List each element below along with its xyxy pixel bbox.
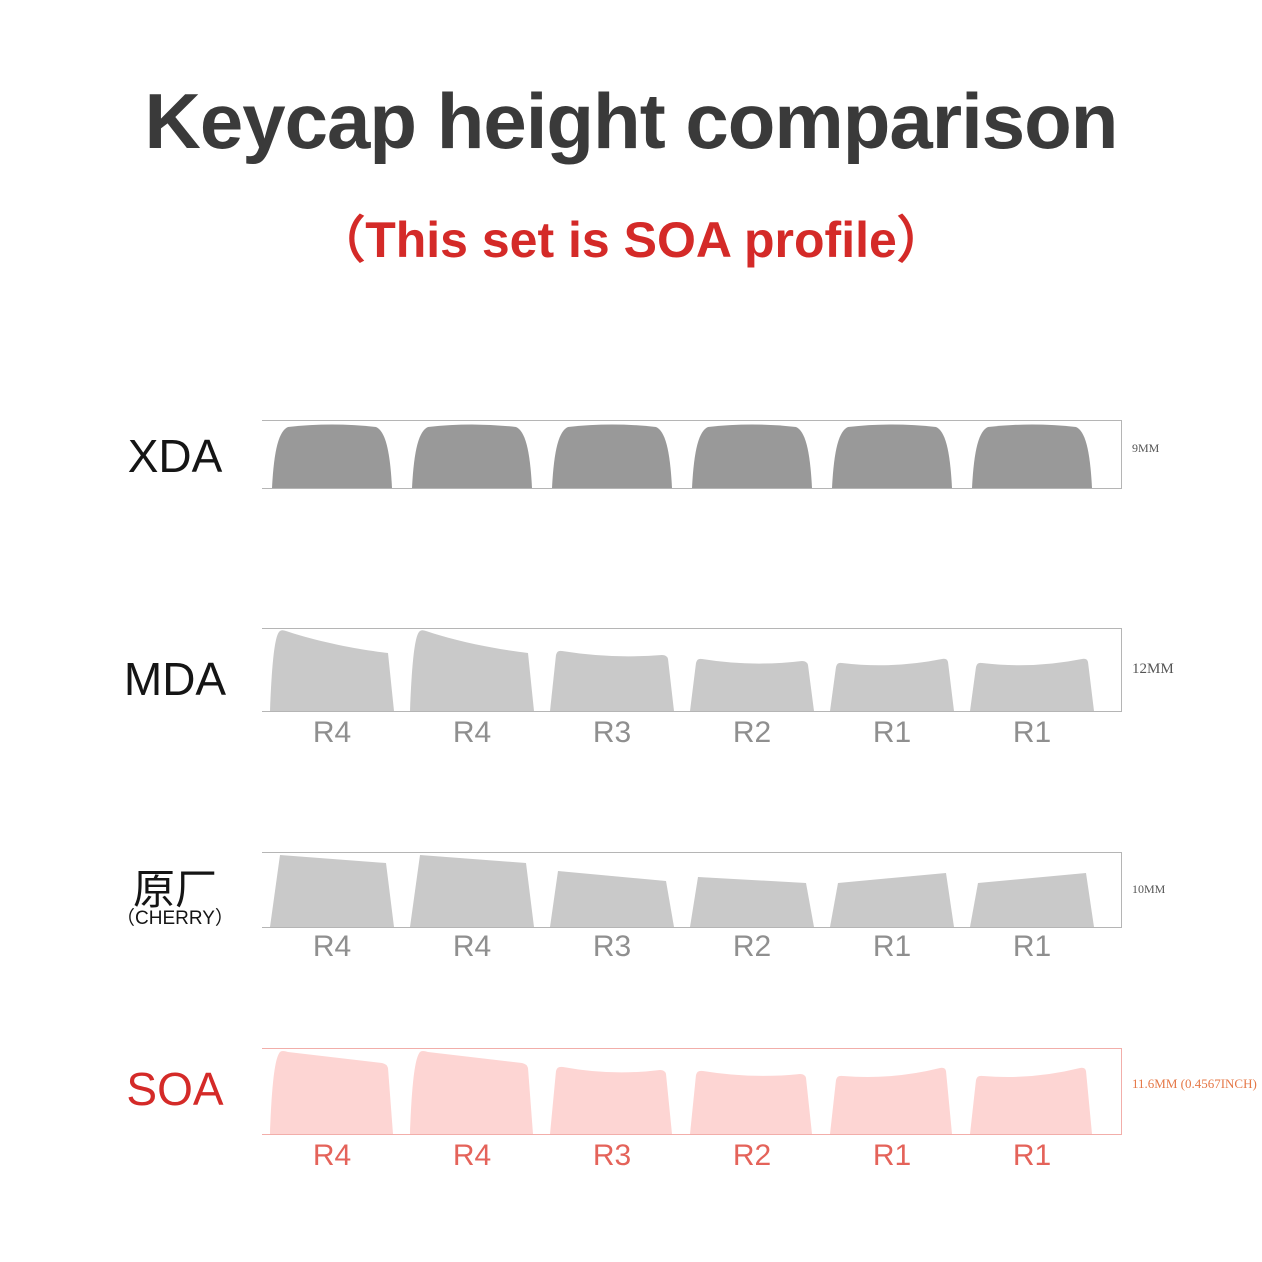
keycap: [270, 630, 394, 711]
keycap: [550, 650, 674, 711]
page-title: Keycap height comparison: [144, 77, 1119, 165]
profile-sublabel-cherry: （CHERRY）: [116, 908, 234, 929]
keycap: [690, 658, 814, 711]
row-label: R2: [732, 1139, 772, 1172]
keycap: [972, 424, 1092, 488]
height-measurement-cherry: 10mm: [1132, 878, 1166, 897]
row-labels-cherry: R4 R4 R3 R2 R1 R1: [262, 930, 1102, 964]
profile-row-mda: [262, 628, 1122, 712]
profile-label-cherry: 原厂: [132, 866, 217, 913]
keycap: [412, 424, 532, 488]
row-label: R2: [732, 716, 772, 749]
profile-row-soa: [262, 1048, 1122, 1135]
row-label: R1: [1012, 716, 1052, 749]
keycap: [970, 873, 1094, 927]
keycap: [550, 871, 674, 927]
keycap: [690, 1070, 812, 1134]
profile-label-mda: MDA: [123, 653, 227, 705]
height-measurement-xda: 9mm: [1132, 437, 1160, 456]
keycap-silhouettes-soa: [270, 1051, 1092, 1134]
keycap: [970, 1067, 1092, 1134]
row-label: R4: [312, 1139, 352, 1172]
keycap: [270, 1051, 393, 1134]
keycap: [830, 658, 954, 711]
profile-label-soa: SOA: [126, 1063, 224, 1115]
row-label: R4: [452, 1139, 492, 1172]
profile-row-xda: [262, 420, 1122, 489]
keycap-silhouettes-mda: [270, 630, 1094, 711]
profile-label-xda: XDA: [127, 430, 223, 482]
row-label: R1: [872, 716, 912, 749]
row-label: R3: [592, 716, 632, 749]
keycap: [692, 424, 812, 488]
row-label: R4: [312, 716, 352, 749]
keycap: [832, 424, 952, 488]
row-label: R2: [732, 930, 772, 963]
keycap: [830, 873, 954, 927]
keycap: [410, 630, 534, 711]
row-label: R1: [872, 930, 912, 963]
keycap: [272, 424, 392, 488]
keycap-silhouettes-cherry: [270, 855, 1094, 927]
row-label: R4: [452, 716, 492, 749]
profile-row-cherry: [262, 852, 1122, 928]
keycap: [410, 1051, 533, 1134]
row-label: R3: [592, 930, 632, 963]
keycap: [270, 855, 394, 927]
row-label: R1: [1012, 930, 1052, 963]
height-measurement-mda: 12mm: [1132, 654, 1174, 678]
keycap: [830, 1067, 952, 1134]
page-subtitle: （This set is SOA profile）: [315, 212, 947, 268]
row-labels-mda: R4 R4 R3 R2 R1 R1: [262, 716, 1102, 750]
row-labels-soa: R4 R4 R3 R2 R1 R1: [262, 1139, 1102, 1173]
row-label: R4: [312, 930, 352, 963]
keycap: [970, 658, 1094, 711]
keycap: [552, 424, 672, 488]
keycap: [410, 855, 534, 927]
height-measurement-soa: 11.6mm (0.4567inch): [1132, 1072, 1257, 1093]
row-label: R3: [592, 1139, 632, 1172]
keycap-silhouettes-xda: [272, 424, 1092, 488]
keycap: [690, 877, 814, 927]
keycap: [550, 1066, 672, 1134]
row-label: R1: [872, 1139, 912, 1172]
row-label: R4: [452, 930, 492, 963]
row-label: R1: [1012, 1139, 1052, 1172]
